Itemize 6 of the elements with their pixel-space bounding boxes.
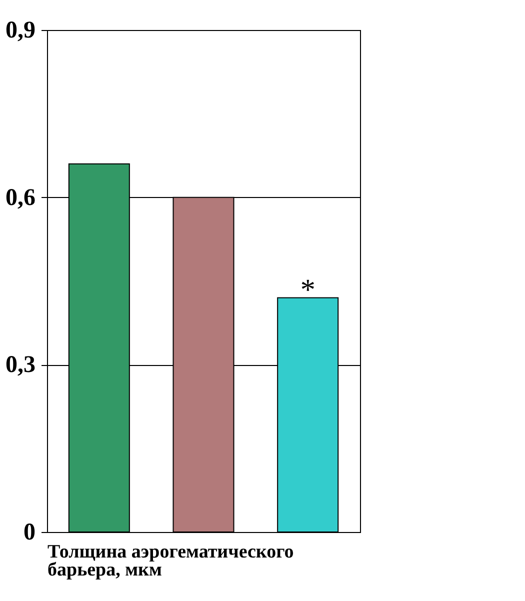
- x-axis-title: Толщина аэрогематического барьера, мкм: [48, 542, 294, 580]
- y-tick-label: 0,3: [6, 352, 36, 378]
- annotation: *: [300, 274, 316, 307]
- y-tick-label: 0,9: [6, 18, 36, 44]
- y-tick-label: 0: [24, 520, 36, 546]
- y-tick-label: 0,6: [6, 184, 36, 211]
